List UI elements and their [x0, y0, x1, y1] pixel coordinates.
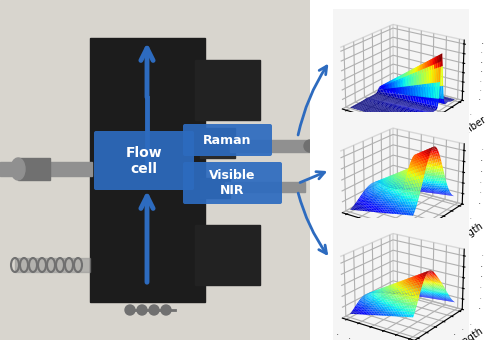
Bar: [230, 140, 310, 152]
Text: Flow
cell: Flow cell: [126, 146, 162, 176]
Circle shape: [125, 305, 135, 315]
Text: Raman: Raman: [203, 134, 252, 147]
Text: Visible
NIR: Visible NIR: [209, 169, 256, 197]
Circle shape: [137, 305, 147, 315]
Y-axis label: wavelength: wavelength: [432, 326, 485, 340]
FancyBboxPatch shape: [94, 131, 194, 190]
Bar: [200, 178, 230, 198]
FancyBboxPatch shape: [183, 124, 272, 156]
Ellipse shape: [11, 158, 25, 180]
Y-axis label: wavelength: wavelength: [432, 220, 485, 260]
X-axis label: time: time: [352, 139, 374, 149]
Y-axis label: wavenumber: wavenumber: [429, 115, 488, 158]
Circle shape: [149, 305, 159, 315]
Circle shape: [161, 305, 171, 315]
Ellipse shape: [304, 140, 316, 152]
Bar: [195, 60, 260, 120]
Bar: [195, 225, 260, 285]
Bar: [90, 38, 205, 302]
Bar: [225, 182, 305, 192]
X-axis label: time: time: [352, 242, 374, 253]
Bar: [0, 162, 92, 176]
Bar: [18, 158, 50, 180]
FancyBboxPatch shape: [183, 162, 282, 204]
Bar: [200, 128, 235, 158]
Bar: [15, 258, 90, 272]
